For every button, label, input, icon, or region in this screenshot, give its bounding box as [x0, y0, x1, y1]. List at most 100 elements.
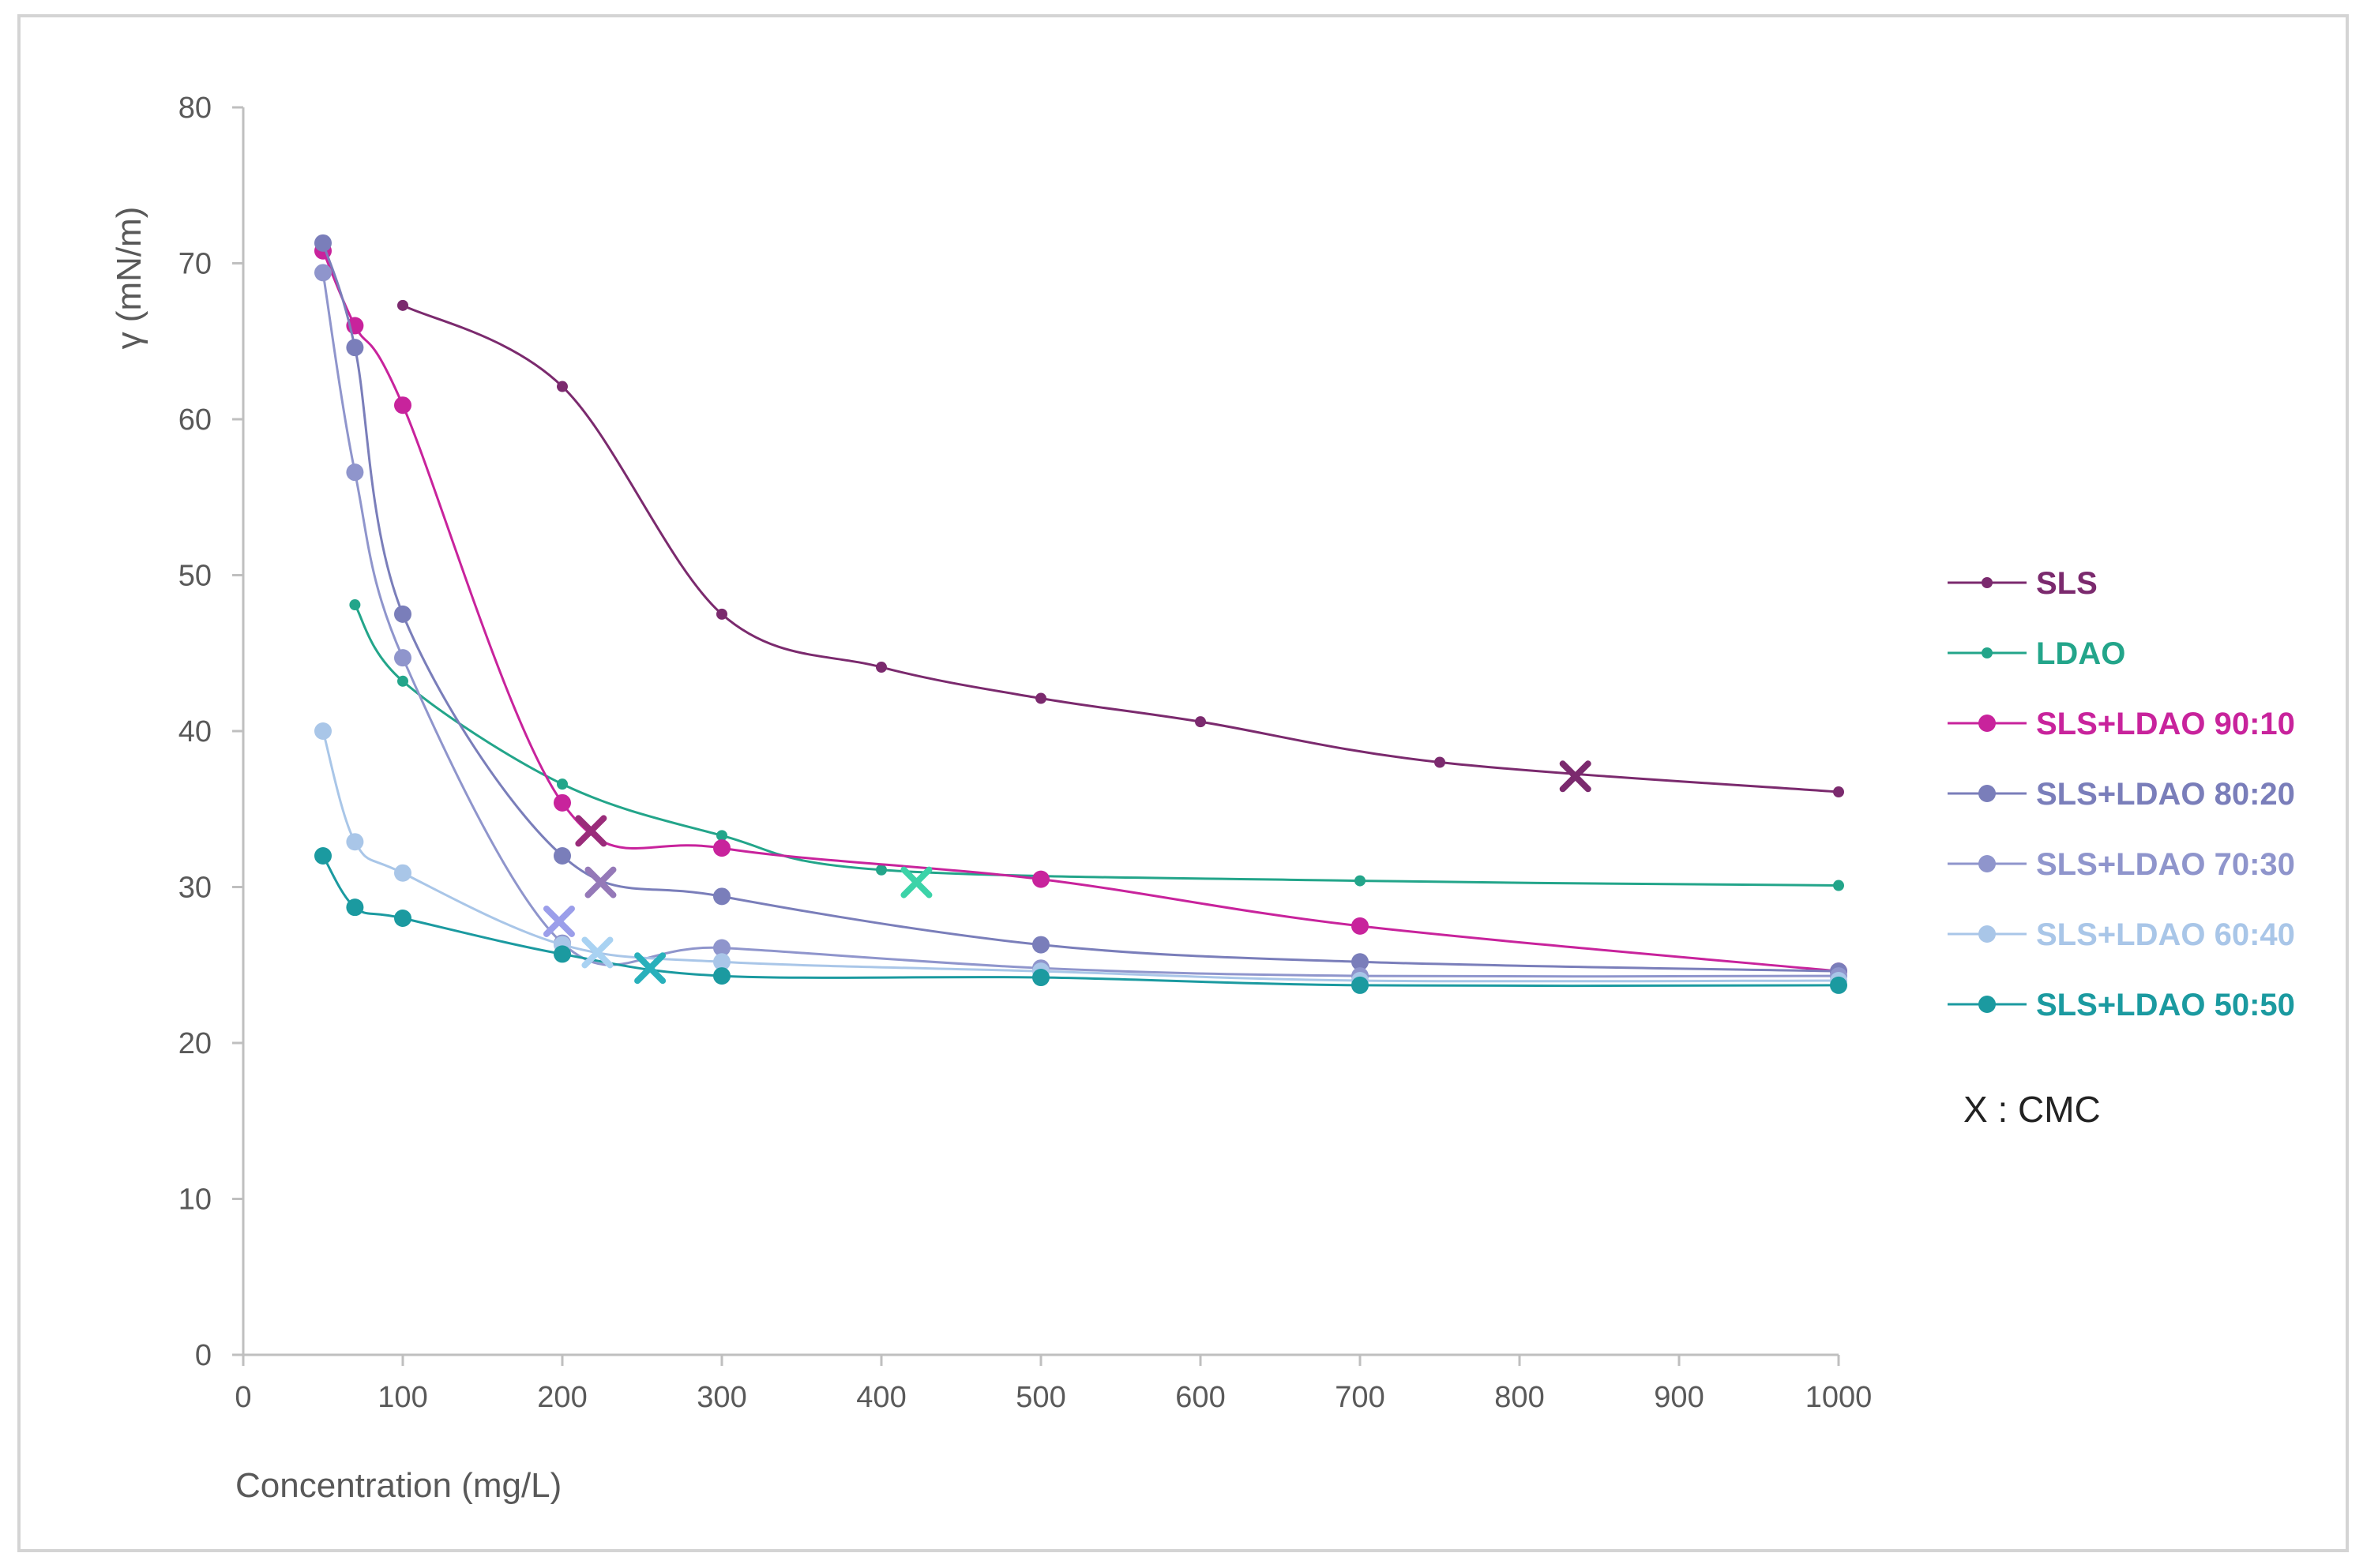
legend-marker — [1978, 925, 1996, 943]
legend-entry-sls-ldao-80-20: SLS+LDAO 80:20 — [1948, 777, 2295, 812]
x-tick-label: 400 — [856, 1381, 906, 1414]
legend-marker — [1978, 715, 1996, 732]
x-tick-label: 1000 — [1805, 1381, 1873, 1414]
cmc-marker-ldao — [900, 866, 933, 898]
data-point — [554, 945, 571, 963]
cmc-marker-sls-ldao-50-50 — [634, 952, 667, 985]
y-axis-title: γ (mN/m) — [110, 207, 148, 350]
y-tick-label: 50 — [178, 560, 212, 593]
data-point — [1035, 692, 1046, 704]
legend-entry-sls-ldao-60-40: SLS+LDAO 60:40 — [1948, 917, 2295, 952]
legend-label: SLS+LDAO 70:30 — [2036, 847, 2295, 882]
legend-marker — [1978, 785, 1996, 802]
x-tick-label: 700 — [1335, 1381, 1384, 1414]
legend-label: SLS+LDAO 50:50 — [2036, 988, 2295, 1022]
legend-label: LDAO — [2036, 636, 2125, 671]
data-point — [876, 864, 887, 876]
cmc-marker-sls-ldao-70-30 — [543, 905, 575, 937]
y-tick-label: 40 — [178, 715, 212, 748]
y-tick-label: 80 — [178, 92, 212, 125]
legend-marker — [1978, 996, 1996, 1013]
data-point — [713, 953, 731, 971]
data-point — [1032, 936, 1050, 954]
legend: SLS LDAO SLS+LDAO 90:10 SLS+LDAO 80:20 SLS+L… — [1948, 566, 2295, 1022]
data-point — [713, 939, 731, 957]
legend-entry-sls-ldao-50-50: SLS+LDAO 50:50 — [1948, 988, 2295, 1022]
data-point — [346, 833, 364, 851]
data-point — [314, 722, 332, 740]
legend-marker — [1978, 855, 1996, 872]
legend-entry-sls-ldao-70-30: SLS+LDAO 70:30 — [1948, 847, 2295, 882]
data-point — [346, 898, 364, 917]
data-point — [394, 910, 411, 927]
legend-entry-sls: SLS — [1948, 566, 2098, 601]
data-point — [314, 264, 332, 282]
data-point — [394, 649, 411, 667]
data-point — [554, 847, 571, 865]
series — [314, 234, 1847, 994]
x-tick-label: 800 — [1494, 1381, 1544, 1414]
data-point — [349, 599, 361, 611]
data-point — [1351, 976, 1369, 994]
data-point — [1032, 870, 1050, 888]
data-point — [716, 830, 727, 842]
legend-marker — [1982, 577, 1993, 588]
series-line-sls-ldao-70-30 — [321, 272, 1839, 978]
x-tick-label: 500 — [1016, 1381, 1065, 1414]
data-point — [713, 887, 731, 906]
legend-marker — [1982, 647, 1993, 658]
data-point — [1354, 875, 1366, 887]
legend-entry-ldao: LDAO — [1948, 636, 2125, 671]
cmc-marker-sls-ldao-80-20 — [584, 866, 617, 898]
y-tick-label: 20 — [178, 1027, 212, 1060]
legend-label: SLS+LDAO 60:40 — [2036, 917, 2295, 952]
legend-label: SLS+LDAO 80:20 — [2036, 777, 2295, 812]
series-line-sls-ldao-60-40 — [321, 730, 1839, 983]
data-point — [557, 381, 568, 392]
data-point — [1032, 969, 1050, 987]
data-point — [1833, 786, 1844, 798]
chart-frame — [17, 14, 2349, 1552]
data-point — [1351, 953, 1369, 971]
data-point — [557, 778, 568, 790]
series-sls-ldao-50-50 — [314, 847, 1847, 994]
data-point — [1351, 917, 1369, 935]
x-tick-label: 300 — [697, 1381, 746, 1414]
legend-label: SLS+LDAO 90:10 — [2036, 707, 2295, 741]
data-point — [394, 864, 411, 882]
series-ldao — [349, 599, 1844, 891]
data-point — [713, 839, 731, 857]
data-point — [713, 967, 731, 985]
x-axis-title: Concentration (mg/L) — [235, 1466, 562, 1505]
ticks: 0 100 200 300 400 500 600 700 800 900 1000 0 10 20 30 4… — [178, 92, 1873, 1414]
cmc-marker-sls — [1559, 760, 1591, 793]
legend-label: SLS — [2036, 566, 2098, 601]
data-point — [314, 234, 332, 252]
data-point — [394, 396, 411, 415]
cmc-note: X : CMC — [1963, 1089, 2101, 1130]
series-sls-ldao-80-20 — [314, 234, 1847, 981]
series-line-sls-ldao-80-20 — [321, 242, 1839, 973]
y-tick-label: 70 — [178, 248, 212, 281]
y-tick-label: 60 — [178, 403, 212, 437]
series-line-sls-ldao-90-10 — [321, 250, 1839, 973]
x-tick-label: 100 — [378, 1381, 427, 1414]
cmc-markers — [543, 760, 1591, 985]
data-point — [394, 605, 411, 623]
data-point — [554, 793, 571, 812]
legend-entry-sls-ldao-90-10: SLS+LDAO 90:10 — [1948, 707, 2295, 741]
series-line-sls — [402, 304, 1839, 793]
data-point — [876, 662, 887, 673]
y-tick-label: 0 — [195, 1339, 212, 1372]
y-tick-label: 10 — [178, 1184, 212, 1217]
data-point — [1434, 756, 1445, 768]
series-sls-ldao-90-10 — [314, 242, 1847, 981]
x-tick-label: 600 — [1175, 1381, 1225, 1414]
data-point — [346, 463, 364, 482]
series-sls — [397, 299, 1844, 798]
data-point — [397, 675, 408, 687]
axes — [242, 107, 1839, 1356]
y-tick-label: 30 — [178, 872, 212, 905]
data-point — [1833, 880, 1844, 891]
data-point — [1195, 716, 1206, 728]
